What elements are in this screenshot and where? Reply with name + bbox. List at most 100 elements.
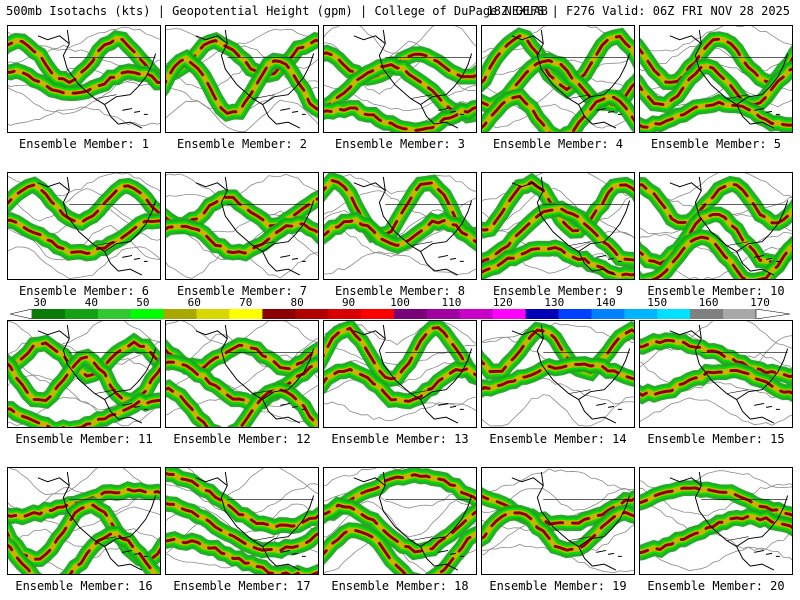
political-border (227, 204, 314, 246)
coastline (669, 471, 789, 571)
ensemble-member-label: Ensemble Member: 12 (173, 432, 311, 446)
islands (280, 549, 306, 557)
ensemble-map (7, 320, 161, 428)
scale-color-swatch (624, 309, 658, 319)
ensemble-member-label: Ensemble Member: 2 (176, 137, 308, 151)
coastline (353, 29, 473, 129)
header-bar: 500mb Isotachs (kts) | Geopotential Heig… (0, 0, 800, 22)
height-contour (482, 394, 634, 427)
scale-tick-label: 100 (390, 296, 410, 309)
ensemble-panel: Ensemble Member: 13 (323, 320, 477, 446)
ensemble-panel: Ensemble Member: 15 (639, 320, 793, 446)
isotach-core (166, 471, 318, 529)
ensemble-map (323, 172, 477, 280)
islands (122, 549, 148, 557)
isotach-core (166, 386, 318, 427)
isotach-core (166, 537, 318, 574)
ensemble-panel: Ensemble Member: 11 (7, 320, 161, 446)
isotach-core (482, 510, 634, 552)
height-contour (324, 499, 476, 538)
scale-tick-label: 170 (750, 296, 770, 309)
political-border (701, 57, 788, 99)
ensemble-panel: Ensemble Member: 14 (481, 320, 635, 446)
islands (280, 107, 306, 115)
ensemble-map (323, 25, 477, 133)
ensemble-panel: Ensemble Member: 19 (481, 467, 635, 593)
isotach-core (8, 183, 160, 225)
scale-color-swatch (525, 309, 560, 319)
ensemble-panel: Ensemble Member: 10 (639, 172, 793, 298)
political-border (701, 204, 788, 246)
political-border (701, 352, 788, 394)
ensemble-map (165, 467, 319, 575)
ensemble-panel: Ensemble Member: 4 (481, 25, 635, 151)
scale-color-swatch (426, 309, 461, 319)
ensemble-panel: Ensemble Member: 6 (7, 172, 161, 298)
islands (596, 254, 622, 262)
ensemble-map (639, 25, 793, 133)
coastline (195, 324, 315, 424)
isotach-core (648, 235, 792, 279)
height-contour (482, 103, 634, 129)
isotach-core (640, 182, 792, 225)
ensemble-map (7, 25, 161, 133)
islands (754, 402, 780, 410)
islands (438, 402, 464, 410)
ensemble-map (323, 320, 477, 428)
coastline (37, 471, 157, 571)
political-border (69, 352, 156, 394)
political-border (227, 57, 314, 99)
height-contour (640, 85, 792, 108)
coastline (511, 29, 631, 129)
isotach-core (640, 100, 792, 129)
political-border (543, 57, 630, 99)
color-scale-bar (10, 309, 790, 319)
ensemble-member-label: Ensemble Member: 9 (492, 284, 624, 298)
isotach-core (166, 501, 318, 553)
isotach-core (324, 503, 476, 554)
height-contour (640, 26, 792, 52)
scale-tick-label: 130 (544, 296, 565, 309)
political-border (385, 499, 472, 541)
political-border (69, 57, 156, 99)
isotach-core (482, 245, 634, 278)
isotach-core (324, 106, 476, 132)
political-border (69, 204, 156, 246)
ensemble-map (639, 467, 793, 575)
ensemble-member-label: Ensemble Member: 13 (331, 432, 469, 446)
scale-tick-label: 30 (33, 296, 47, 309)
height-contour (8, 246, 160, 279)
coastline (511, 471, 631, 571)
ensemble-member-label: Ensemble Member: 20 (647, 579, 785, 593)
islands (438, 107, 464, 115)
height-contour (8, 468, 160, 496)
height-contour (324, 377, 476, 407)
ensemble-member-label: Ensemble Member: 1 (18, 137, 150, 151)
isotach-core (8, 532, 158, 574)
height-contour (640, 546, 792, 572)
scale-color-swatch (361, 309, 395, 319)
islands (122, 402, 148, 410)
scale-color-swatch (64, 309, 99, 319)
scale-color-swatch (558, 309, 592, 319)
islands (438, 254, 464, 262)
ensemble-map (639, 172, 793, 280)
run-info: 18Z GEFS | F276 Valid: 06Z FRI NOV 28 20… (486, 4, 790, 18)
scale-color-swatch (32, 309, 66, 319)
color-scale-labels: 30 40 50 60 70 80 90 100 110 120 130 140 150 160 170 (10, 296, 790, 309)
political-border (385, 352, 472, 394)
ensemble-member-label: Ensemble Member: 6 (18, 284, 150, 298)
scale-color-swatch (262, 309, 296, 319)
ensemble-map (165, 25, 319, 133)
height-contour (166, 28, 318, 47)
isotach-core (482, 207, 634, 264)
political-border (543, 499, 630, 541)
islands (596, 549, 622, 557)
ensemble-panel: Ensemble Member: 2 (165, 25, 319, 151)
isotach-core (166, 222, 318, 255)
ensemble-panel: Ensemble Member: 5 (639, 25, 793, 151)
ensemble-member-label: Ensemble Member: 3 (334, 137, 466, 151)
islands (280, 254, 306, 262)
scale-color-swatch (163, 309, 198, 319)
scale-color-swatch (690, 309, 724, 319)
